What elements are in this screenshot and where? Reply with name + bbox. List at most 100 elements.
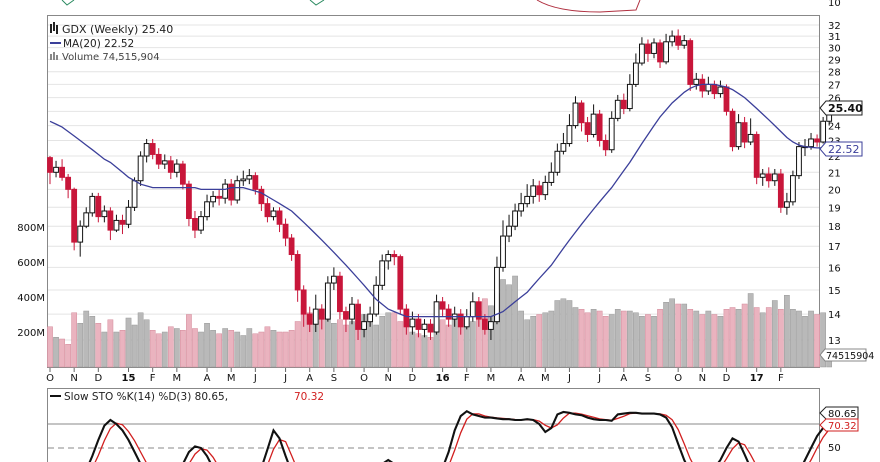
sto-mid-tick: 50 <box>828 443 841 454</box>
price-tick-label: 29 <box>828 55 841 66</box>
volume-bar <box>240 335 247 368</box>
candle-body <box>765 173 772 182</box>
candle-body <box>651 42 657 54</box>
month-label: M <box>173 373 182 384</box>
volume-bar <box>337 319 343 368</box>
volume-bar <box>222 328 229 368</box>
candle-body <box>614 99 621 119</box>
volume-bar <box>65 344 71 368</box>
volume-bar <box>210 330 216 368</box>
volume-bar <box>167 326 174 368</box>
candle-body <box>518 203 525 212</box>
month-label: F <box>150 373 156 384</box>
candle-body <box>216 195 223 199</box>
volume-bar <box>125 317 132 368</box>
candle-body <box>77 225 84 243</box>
candle-body <box>71 188 78 243</box>
candle-body <box>155 153 162 165</box>
candle-body <box>783 201 790 208</box>
candle-body <box>403 308 410 328</box>
candle-body <box>143 143 150 157</box>
candle-body <box>475 301 482 320</box>
volume-bar <box>192 328 198 368</box>
candle-body <box>536 185 543 196</box>
volume-bar <box>391 312 398 368</box>
last-price-tag: 25.40 <box>819 100 863 116</box>
candle-body <box>119 219 126 225</box>
month-axis: O N D 15 F M A M J J A S O N D 16 F M A M J J A S O N D 17 F <box>46 368 784 384</box>
legend-volume: Volume 74,515,904 <box>62 52 160 63</box>
volume-bar <box>596 310 603 368</box>
volume-bar <box>282 331 289 368</box>
volume-bar <box>633 312 639 368</box>
volume-bar <box>89 316 96 368</box>
price-tick-label: 17 <box>828 242 841 253</box>
volume-bar <box>542 312 549 368</box>
volume-bar <box>101 331 108 368</box>
candle-body <box>626 83 633 110</box>
volume-bar <box>276 331 283 368</box>
volume-last-tag: 74515904 <box>819 348 874 362</box>
candle-body <box>602 139 609 151</box>
legend-symbol: GDX (Weekly) 25.40 <box>62 23 173 36</box>
candle-body <box>222 183 229 199</box>
candle-body <box>753 133 760 178</box>
volume-bar <box>723 309 730 368</box>
volume-bar <box>270 330 277 368</box>
volume-bar <box>107 319 114 368</box>
volume-bar <box>463 323 470 368</box>
volume-bar <box>620 310 627 368</box>
volume-bar <box>802 316 808 368</box>
candle-body <box>481 318 488 330</box>
volume-bar <box>820 312 826 368</box>
candle-body <box>204 201 210 218</box>
candle-body <box>663 41 669 63</box>
candle-body <box>192 218 198 231</box>
price-tick-label: 10 <box>828 0 841 9</box>
candle-body <box>530 185 537 197</box>
candle-body <box>385 254 392 262</box>
volume-bar <box>681 303 688 368</box>
candle-body <box>294 254 301 291</box>
candle-body <box>47 157 53 173</box>
candle-body <box>318 308 325 320</box>
month-label: N <box>384 373 391 384</box>
month-label: M <box>487 373 496 384</box>
candle-body <box>59 166 65 178</box>
volume-bar <box>234 331 241 368</box>
candle-body <box>258 188 265 205</box>
candle-body <box>107 210 114 231</box>
volume-bar <box>379 316 386 368</box>
candle-body <box>639 43 645 64</box>
candle-body <box>681 40 688 46</box>
volume-bar <box>288 330 295 368</box>
candle-body <box>53 166 59 173</box>
volume-bar <box>645 314 651 368</box>
volume-bar <box>808 310 814 368</box>
volume-bar <box>729 307 736 368</box>
volume-bar <box>131 324 138 368</box>
candle-body <box>65 176 72 190</box>
volume-bar <box>784 295 790 368</box>
candle-body <box>89 195 96 214</box>
volume-bar <box>246 328 253 368</box>
volume-bar <box>397 321 404 368</box>
volume-bar <box>518 310 524 368</box>
volume-tick-label: 200M <box>17 328 45 339</box>
candle-body <box>415 318 422 330</box>
price-tick-label: 26 <box>828 94 841 105</box>
volume-bar <box>753 307 760 368</box>
volume-bar <box>536 314 543 368</box>
volume-bar <box>258 331 265 368</box>
candle-body <box>657 42 663 63</box>
month-label: A <box>306 373 313 384</box>
volume-bar <box>614 309 621 368</box>
volume-bar <box>294 321 301 368</box>
volume-bar <box>155 333 162 368</box>
candle-body <box>777 173 784 208</box>
ma-value-label: 22.52 <box>828 143 860 156</box>
volume-bar <box>186 314 192 368</box>
month-label: O <box>360 373 368 384</box>
volume-bar <box>711 314 718 368</box>
